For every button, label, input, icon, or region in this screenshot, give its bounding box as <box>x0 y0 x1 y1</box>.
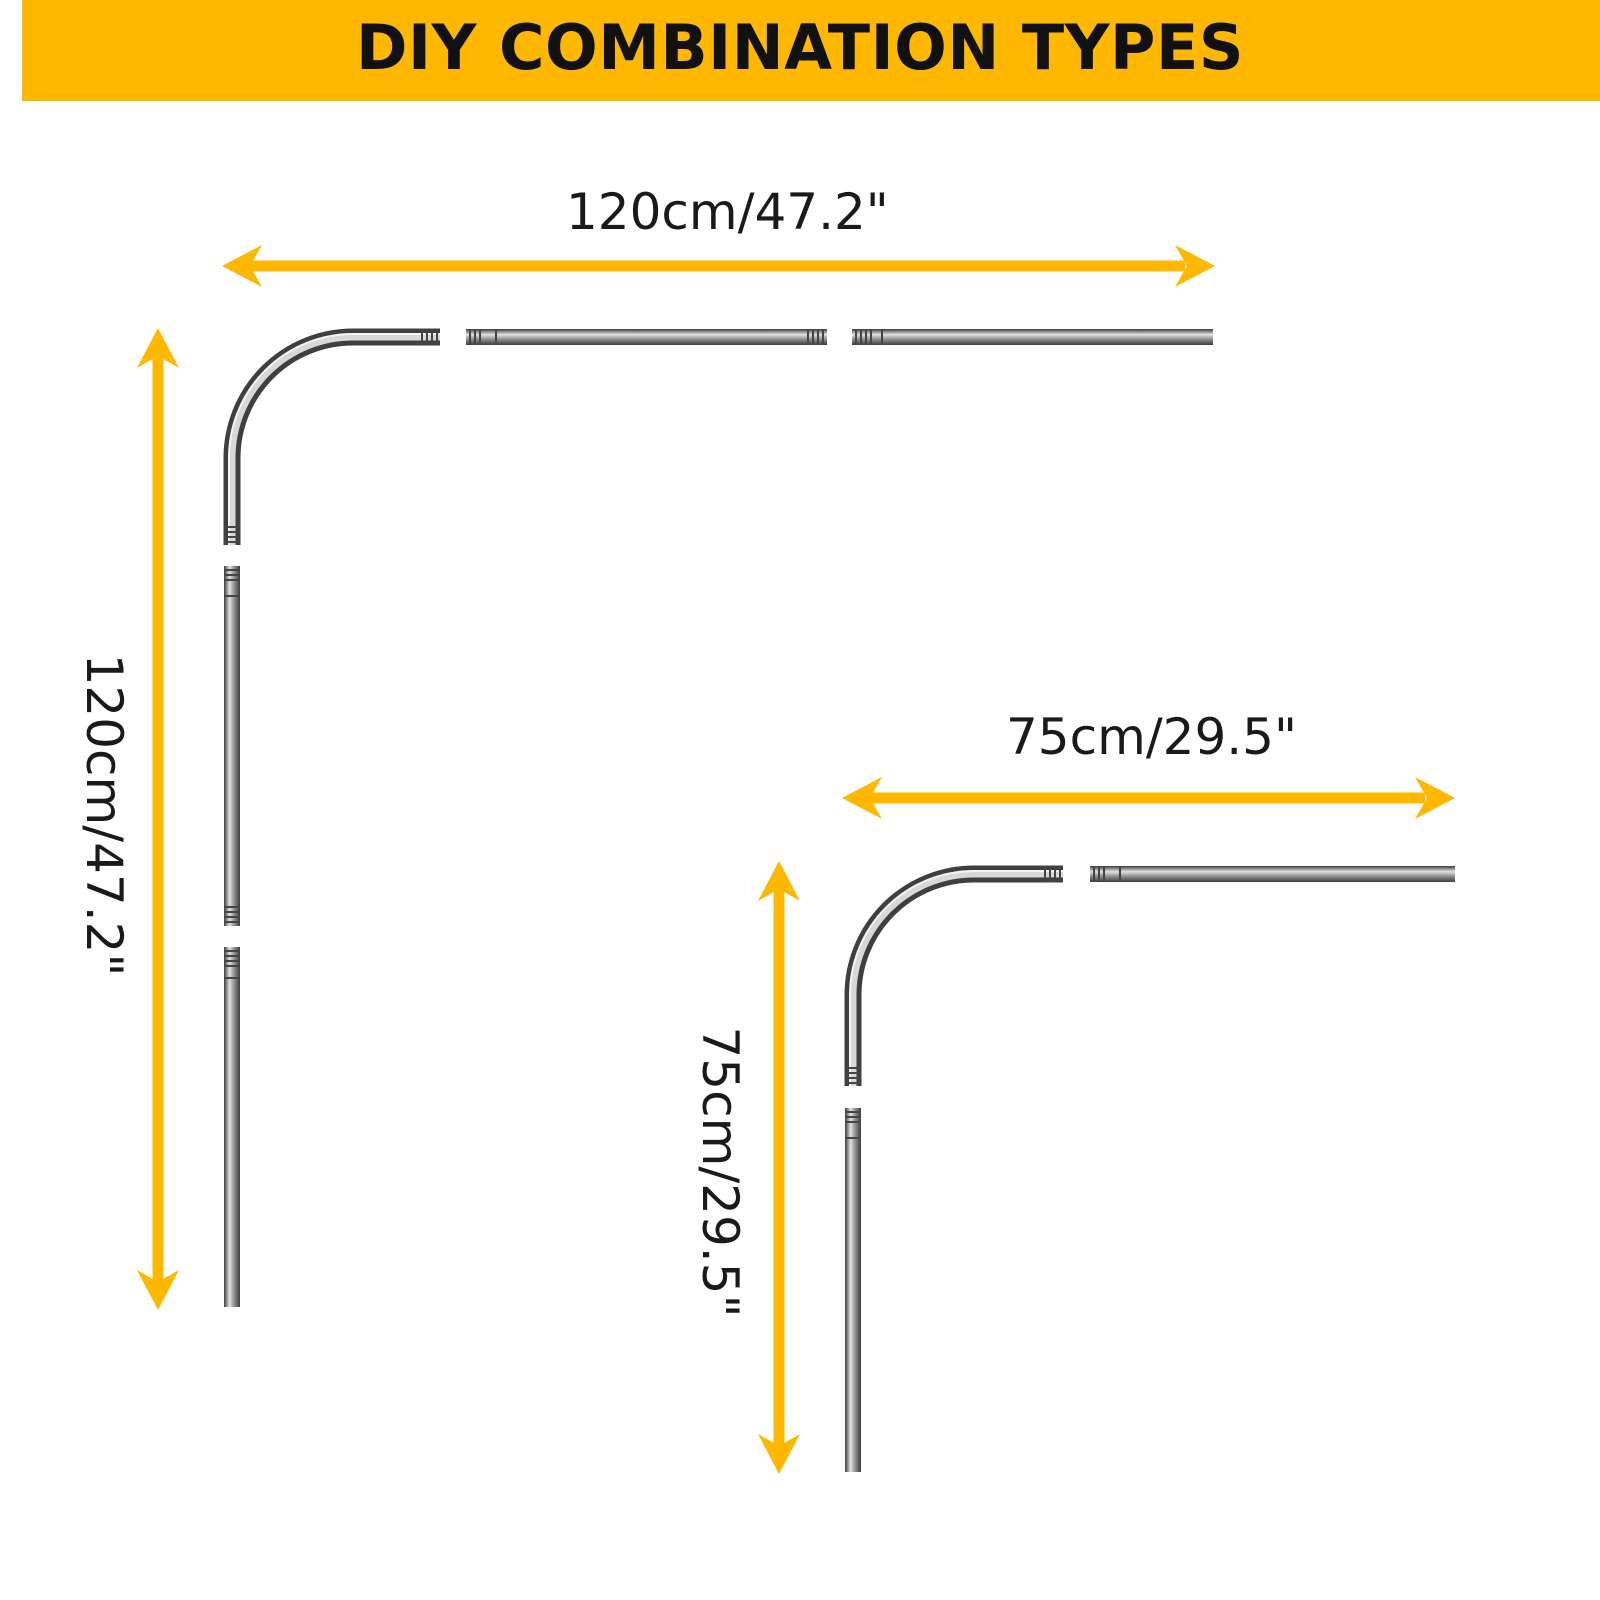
small-height-arrow <box>758 861 800 1474</box>
page-title: DIY COMBINATION TYPES <box>356 11 1244 84</box>
small-corner-rod <box>844 865 1063 1086</box>
large-width-arrow <box>222 245 1215 287</box>
large-width-label: 120cm/47.2" <box>566 183 889 241</box>
small-width-label: 75cm/29.5" <box>1006 708 1297 766</box>
title-banner <box>22 0 1600 101</box>
large-corner-rod <box>223 328 440 545</box>
large-height-label: 120cm/47.2" <box>75 653 133 977</box>
small-straight-rod-v <box>845 1108 861 1472</box>
small-straight-rod-h <box>1090 866 1455 882</box>
large-straight-rod-v2 <box>224 947 240 1307</box>
small-height-label: 75cm/29.5" <box>691 1026 749 1318</box>
large-straight-rod-v1 <box>224 566 240 926</box>
large-height-arrow <box>137 328 179 1310</box>
large-config <box>137 245 1215 1310</box>
small-width-arrow <box>842 777 1455 819</box>
large-straight-rod-h2 <box>852 329 1213 345</box>
large-straight-rod-h1 <box>466 329 827 345</box>
small-config <box>758 777 1455 1474</box>
